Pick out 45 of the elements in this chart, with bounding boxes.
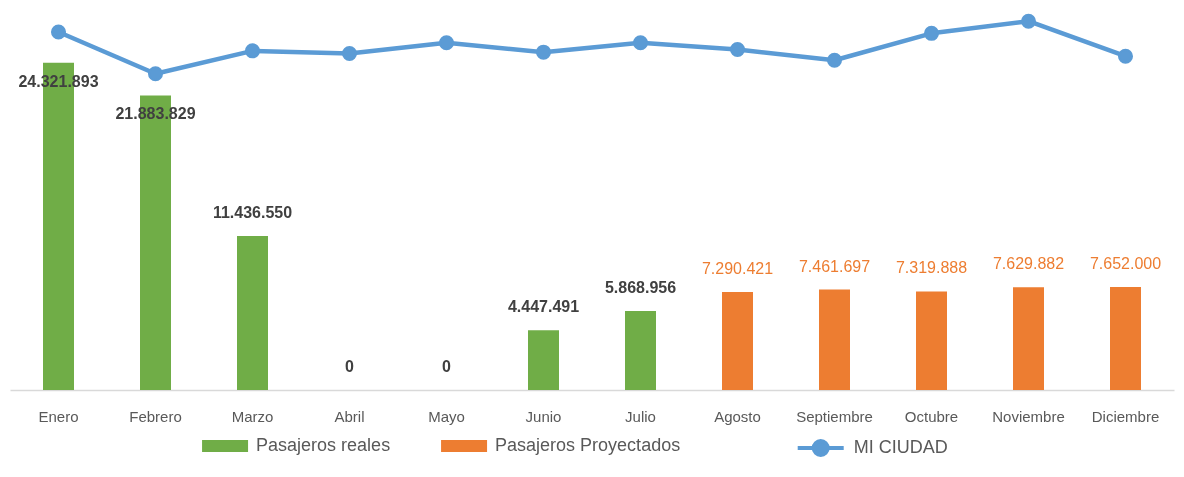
x-tick-label: Noviembre (992, 407, 1065, 425)
data-label: 7.461.697 (798, 257, 871, 275)
data-label: 0 (442, 358, 452, 375)
point (50, 24, 67, 40)
bar (722, 291, 753, 390)
point (341, 46, 358, 62)
data-label: 0 (345, 358, 355, 375)
bar (1013, 287, 1044, 390)
legend-label: Pasajeros Proyectados (495, 435, 681, 455)
bar (819, 289, 850, 390)
point (632, 35, 649, 51)
point (147, 66, 164, 82)
point (1020, 13, 1037, 29)
data-label: 7.319.888 (895, 259, 968, 277)
bar (916, 291, 947, 390)
point (826, 52, 843, 68)
point (438, 35, 455, 51)
x-tick-label: Octubre (904, 407, 959, 425)
bar (625, 311, 656, 390)
x-tick-label: Enero (38, 407, 79, 425)
bar (528, 330, 559, 390)
data-label: 7.629.882 (992, 255, 1065, 273)
x-tick-label: Junio (525, 407, 562, 425)
point (1117, 48, 1134, 64)
data-label: 11.436.550 (212, 204, 293, 222)
x-tick-label: Diciembre (1091, 407, 1160, 425)
point (923, 25, 940, 41)
point (729, 41, 746, 57)
x-tick-label: Julio (625, 407, 656, 425)
x-tick-label: Marzo (231, 407, 274, 425)
x-tick-label: Mayo (428, 407, 465, 425)
bar (1110, 287, 1141, 390)
x-tick-label: Febrero (129, 407, 182, 425)
data-label: 7.652.000 (1089, 255, 1162, 273)
bar (237, 236, 268, 390)
data-label: 4.447.491 (507, 298, 580, 316)
legend-label: Pasajeros reales (256, 435, 391, 455)
x-tick-label: Abril (334, 407, 365, 425)
point (535, 44, 552, 60)
data-label: 5.868.956 (604, 279, 677, 297)
data-label: 7.290.421 (701, 259, 774, 277)
x-tick-label: Septiembre (796, 407, 873, 425)
point (244, 43, 261, 59)
x-tick-label: Agosto (714, 407, 761, 425)
legend-label: MI CIUDAD (853, 437, 948, 457)
